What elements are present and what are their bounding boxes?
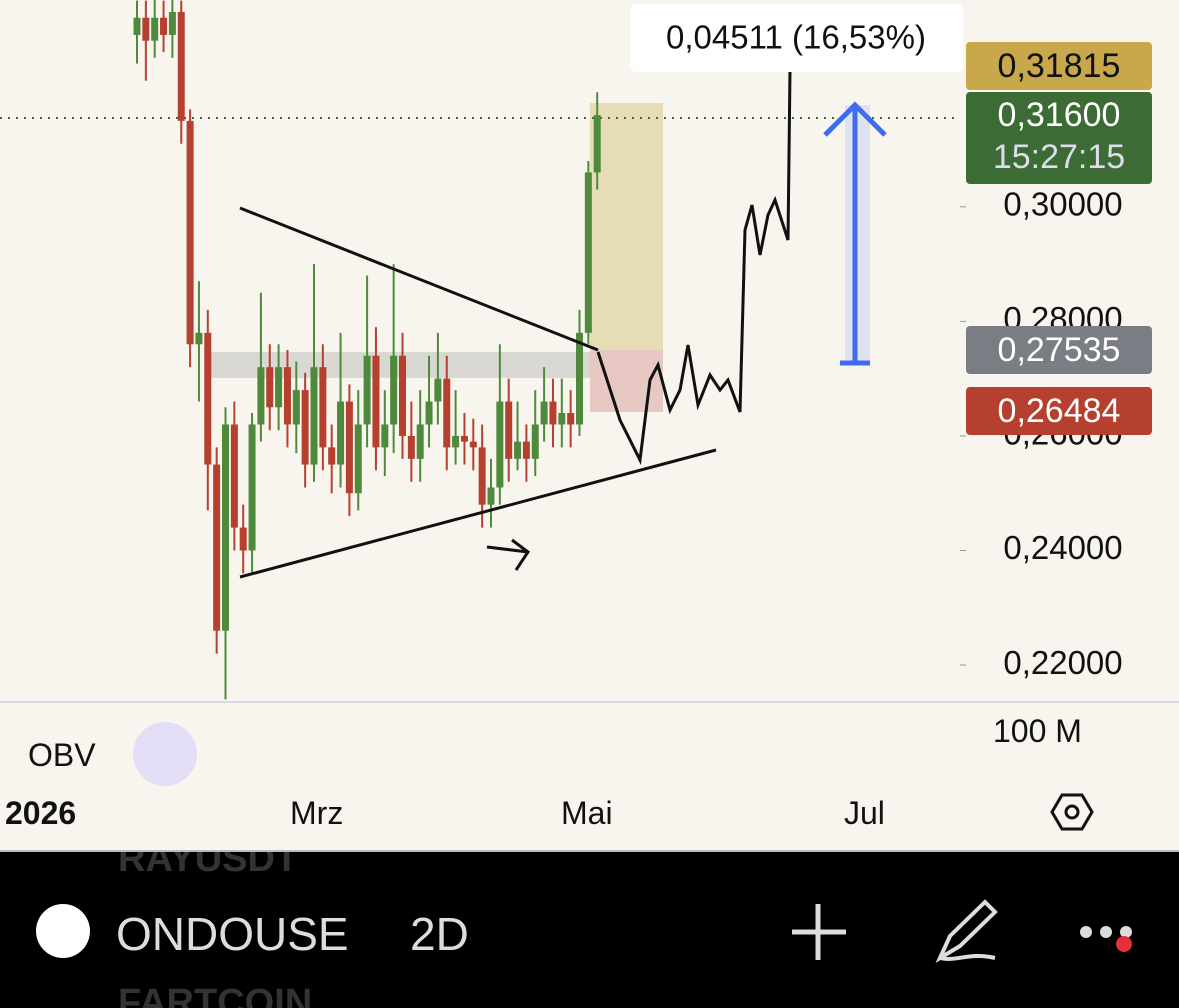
price-tag: 0,31815 [966, 42, 1152, 90]
badge [1116, 936, 1132, 952]
candle-body [257, 367, 265, 425]
candle-body [390, 355, 398, 425]
candle-body [248, 424, 256, 551]
settings-icon-dot [1064, 804, 1080, 820]
candle-body [168, 12, 176, 35]
y-tick-label: 0,30000 [1003, 186, 1122, 223]
indicator-label[interactable]: OBV [28, 737, 96, 773]
price-tag: 0,27535 [966, 326, 1152, 374]
candle-body [283, 367, 291, 425]
candle-body [469, 441, 477, 448]
candle-body [213, 464, 221, 631]
volume-axis-label: 100 M [993, 713, 1082, 749]
candle-body [487, 487, 495, 505]
refresh-icon[interactable] [133, 722, 197, 786]
candle-body [399, 355, 406, 436]
candle-body [381, 424, 389, 448]
draw-icon[interactable] [935, 899, 998, 964]
candle-body [496, 401, 504, 488]
interval[interactable]: 2D [410, 908, 469, 960]
countdown: 15:27:15 [992, 138, 1126, 176]
add-icon[interactable] [792, 904, 846, 960]
candle-body [407, 435, 415, 459]
toolbar: RAYUSDT FARTCOIN ONDOUSE 2D [0, 852, 1179, 1008]
candle-body [301, 390, 309, 465]
time-label: Mrz [290, 795, 344, 831]
target-box [590, 103, 663, 350]
candle-body [239, 527, 247, 551]
candle-body [195, 332, 203, 345]
candle-body [434, 378, 442, 402]
y-tick-label: 0,24000 [1003, 529, 1122, 566]
candle-body [345, 401, 353, 494]
candle-body [540, 401, 548, 425]
candle-body [514, 441, 522, 459]
more-icon [1100, 926, 1112, 938]
candle-body [567, 413, 575, 425]
candle-body [310, 367, 318, 465]
settings-icon[interactable] [1050, 793, 1094, 831]
time-label: Mai [561, 795, 613, 831]
candle-body [133, 17, 141, 35]
candle-body [151, 17, 159, 41]
candles [133, 0, 601, 700]
candle-body [460, 435, 468, 442]
candle-body [593, 115, 601, 173]
candle-body [142, 17, 150, 41]
price-tag-value: 0,31600 [997, 96, 1121, 134]
ghost-symbol: FARTCOIN [118, 982, 313, 1008]
candle-body [363, 355, 371, 425]
candle-body [204, 332, 212, 465]
time-label: 2026 [5, 795, 77, 831]
candle-body [505, 401, 513, 459]
candle-body [452, 435, 460, 448]
candle-body [222, 424, 229, 631]
price-tag: 0,26484 [966, 387, 1152, 435]
symbol-logo[interactable] [36, 904, 90, 958]
candle-body [531, 424, 539, 459]
candle-body [522, 441, 530, 459]
trend-line [239, 448, 717, 579]
candle-body [478, 447, 486, 505]
candle-body [186, 120, 194, 345]
candle-body [576, 332, 583, 425]
candle-body [425, 401, 433, 425]
measure-arrow [823, 101, 887, 366]
candle-body [328, 447, 336, 465]
projection [596, 69, 792, 466]
candle-body [160, 17, 168, 35]
candle-body [443, 378, 451, 448]
ghost-symbol: RAYUSDT [118, 852, 299, 880]
trend-line [239, 206, 599, 352]
candle-body [372, 355, 380, 448]
y-tick-label: 0,22000 [1003, 644, 1122, 681]
candle-body [275, 367, 283, 408]
candle-body [558, 413, 566, 425]
measure-box [630, 4, 963, 72]
symbol[interactable]: ONDOUSE [116, 908, 349, 960]
chart: 0,04511 (16,53%) 0,220000,240000,260000,… [0, 0, 1179, 852]
candle-body [177, 12, 185, 121]
more-icon[interactable] [1080, 926, 1092, 938]
candle-body [337, 401, 345, 465]
candle-body [549, 401, 557, 425]
candle-body [319, 367, 327, 448]
candle-body [266, 367, 274, 408]
candle-body [416, 424, 424, 459]
more-icon [1120, 926, 1132, 938]
toolbar-icons [792, 899, 1132, 964]
candle-body [354, 424, 362, 494]
candle-body [292, 390, 300, 425]
candle-body [584, 172, 592, 333]
candle-body [230, 424, 238, 528]
measure-label: 0,04511 (16,53%) [666, 19, 926, 56]
time-label: Jul [844, 795, 885, 831]
price-tag: 0,31600 15:27:15 [966, 92, 1152, 184]
arrow [486, 538, 531, 571]
